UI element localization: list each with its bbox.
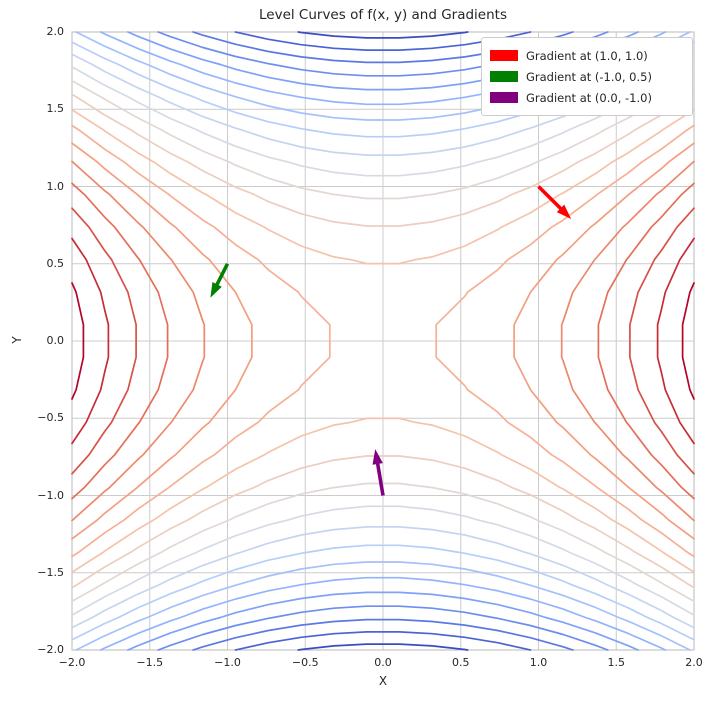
axes-frame [71,31,695,651]
y-tick-label: 1.0 [46,179,65,193]
legend-item: Gradient at (1.0, 1.0) [490,45,682,66]
gradient-arrow [537,185,572,219]
x-tick-label: −1.0 [214,656,241,669]
x-tick-label: 1.0 [529,656,548,669]
legend-swatch-red [490,50,518,61]
y-tick-label: 0.0 [46,334,65,347]
gradient-arrow [210,262,230,298]
contour-level-line [71,142,695,540]
contour-level-line [71,53,695,629]
contour-level-line [71,207,695,475]
legend-swatch-green [490,71,518,82]
contour-level-line [71,182,695,500]
contour-level-line [71,108,695,574]
y-tick-label: −0.5 [37,411,64,425]
gradient-arrow [372,449,385,496]
contour-lines [71,31,695,651]
x-tick-label: 0.0 [374,656,392,669]
contour-level-line [71,79,695,603]
legend-item-label: Gradient at (0.0, -1.0) [526,90,652,105]
contour-level-line [71,93,695,589]
contour-level-line [71,282,695,400]
gradient-arrows [210,185,572,496]
x-tick-label: −1.5 [136,656,164,669]
grid-lines [71,31,695,651]
x-tick-label: −0.5 [291,656,319,669]
y-tick-label: 2.0 [46,25,65,38]
legend-item-label: Gradient at (1.0, 1.0) [526,48,648,63]
legend-item-label: Gradient at (-1.0, 0.5) [526,69,652,84]
x-tick-label: 0.5 [452,656,470,669]
x-tick-label: 2.0 [685,656,703,669]
contour-level-line [71,160,695,522]
legend-swatch-purple [490,92,518,103]
x-axis-label: X [378,674,388,688]
y-tick-label: 0.5 [46,256,65,270]
legend-item: Gradient at (-1.0, 0.5) [490,66,682,87]
y-tick-label: −1.5 [37,565,64,579]
contour-level-line [71,237,695,445]
y-tick-label: −2.0 [37,643,64,656]
legend: Gradient at (1.0, 1.0) Gradient at (-1.0… [481,37,693,116]
y-tick-label: 1.5 [46,102,65,116]
x-tick-label: 1.5 [607,656,626,669]
y-tick-label: −1.0 [37,488,64,502]
legend-item: Gradient at (0.0, -1.0) [490,87,682,108]
contour-level-line [297,31,469,651]
x-tick-label: −2.0 [58,656,86,669]
plot-title: Level Curves of f(x, y) and Gradients [258,7,507,23]
contour-level-line [71,124,695,558]
